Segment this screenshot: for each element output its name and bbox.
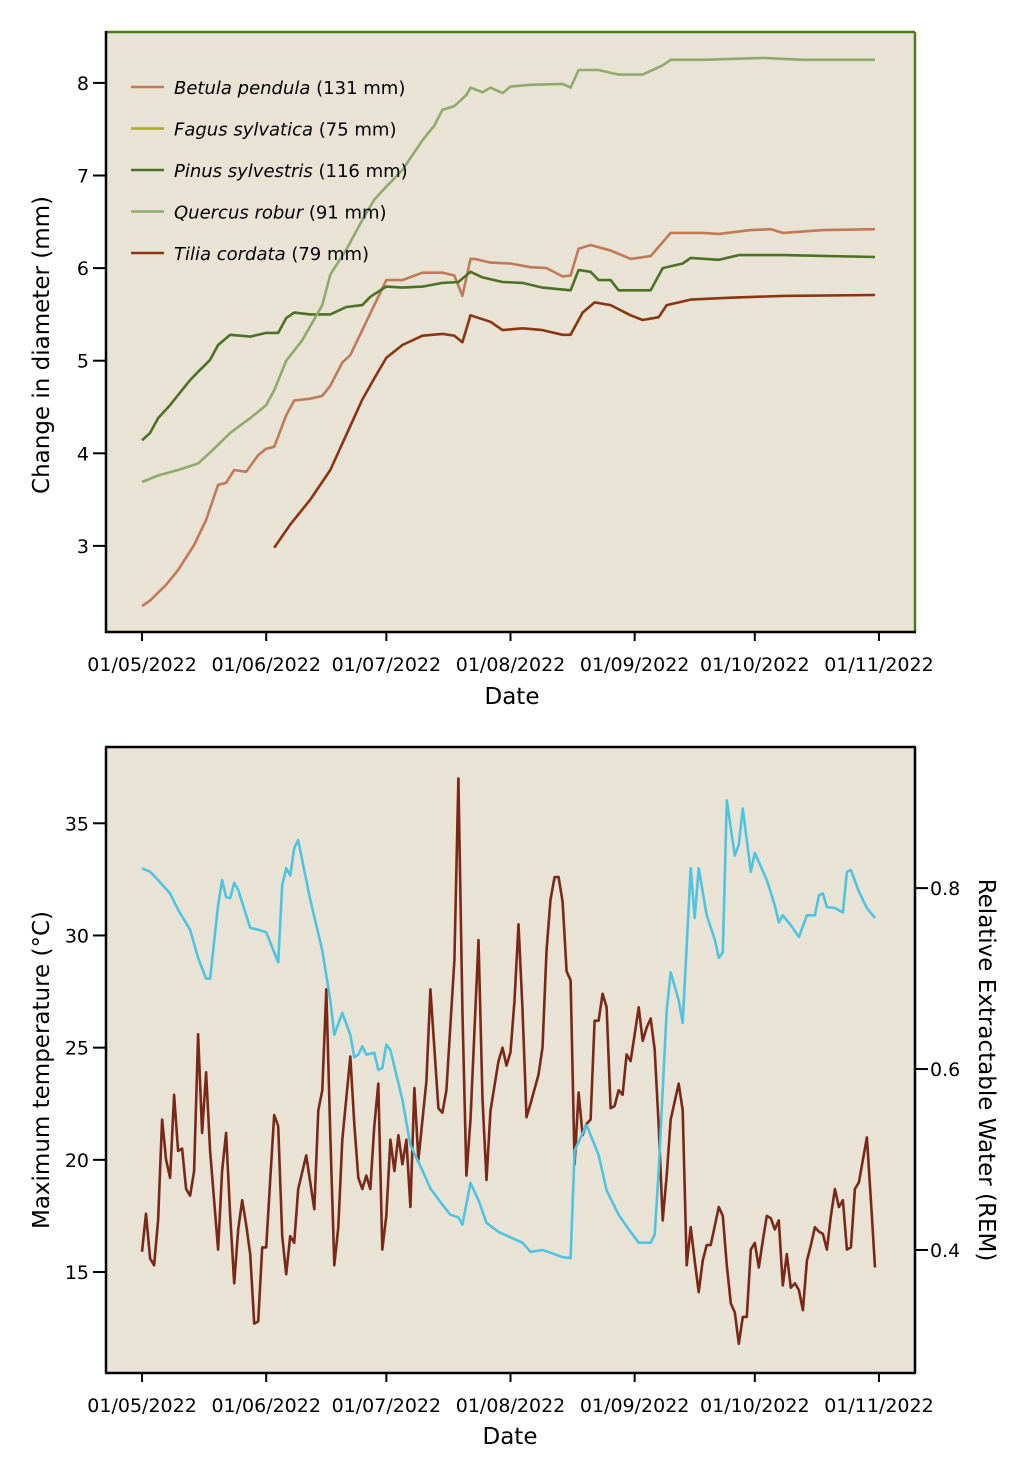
x-tick-label: 01/05/2022 <box>87 654 197 676</box>
temperature-rew-chart: 01/05/2022 01/06/2022 01/07/2022 01/08/2022… <box>29 745 999 1450</box>
legend-diameter: (116 mm) <box>313 161 408 182</box>
y-tick-label: 4 <box>77 443 89 465</box>
legend-species: Tilia cordata <box>174 244 286 265</box>
y-tick-label: 15 <box>65 1262 89 1284</box>
y-tick-label: 30 <box>65 925 89 947</box>
series-lines <box>140 777 877 1346</box>
legend-item: Fagus sylvatica (75 mm) <box>131 120 397 141</box>
y-axis-label-left: Maximum temperature (°C) <box>29 911 55 1229</box>
x-axis-label: Date <box>485 684 540 710</box>
x-tick-label: 01/11/2022 <box>824 654 934 676</box>
legend-label: Quercus robur (91 mm) <box>174 203 387 224</box>
series-line-rew <box>141 799 877 1260</box>
legend-species: Pinus sylvestris <box>174 161 313 182</box>
legend-species: Betula pendula <box>174 78 310 99</box>
legend-label: Tilia cordata (79 mm) <box>174 244 369 265</box>
series-line-pinus-sylvestris <box>141 253 876 442</box>
y-tick-label: 20 <box>65 1150 89 1172</box>
y-tick-label: 7 <box>77 166 89 188</box>
y-axis-label: Change in diameter (mm) <box>29 196 55 494</box>
y-axis-label-right: Relative Extractable Water (REM) <box>973 879 999 1262</box>
x-axis-label: Date <box>483 1424 538 1450</box>
series-line-quercus-robur <box>141 56 875 484</box>
legend-diameter: (79 mm) <box>286 244 369 265</box>
x-tick-label: 01/11/2022 <box>824 1395 934 1417</box>
legend-diameter: (131 mm) <box>310 78 405 99</box>
series-line-tilia-cordata <box>273 293 876 549</box>
legend-item: Betula pendula (131 mm) <box>131 78 405 99</box>
legend-label: Betula pendula (131 mm) <box>174 78 405 99</box>
x-tick-label: 01/10/2022 <box>700 654 810 676</box>
y-tick-label: 5 <box>77 351 89 373</box>
legend-item: Pinus sylvestris (116 mm) <box>131 161 408 182</box>
y-tick-label: 6 <box>77 258 89 280</box>
legend: Betula pendula (131 mm) Fagus sylvatica (… <box>131 78 408 265</box>
y2-tick-label: 0.4 <box>930 1240 960 1262</box>
plot-area <box>106 747 915 1373</box>
x-tick-label: 01/09/2022 <box>580 654 690 676</box>
x-tick-label: 01/06/2022 <box>211 1395 321 1417</box>
x-tick-label: 01/07/2022 <box>332 1395 442 1417</box>
y-tick-label: 35 <box>65 813 89 835</box>
legend-item: Quercus robur (91 mm) <box>131 203 387 224</box>
axes-ticks: 01/05/2022 01/06/2022 01/07/2022 01/08/2022… <box>77 73 934 676</box>
y-tick-label: 3 <box>77 536 89 558</box>
diameter-chart: 01/05/2022 01/06/2022 01/07/2022 01/08/2022… <box>29 30 934 710</box>
legend-label: Fagus sylvatica (75 mm) <box>174 120 397 141</box>
series-line-max-temperature <box>140 777 877 1346</box>
axes-ticks: 01/05/2022 01/06/2022 01/07/2022 01/08/2022… <box>65 813 960 1417</box>
x-tick-label: 01/10/2022 <box>700 1395 810 1417</box>
y-tick-label: 8 <box>77 73 89 95</box>
legend-diameter: (75 mm) <box>313 120 396 141</box>
legend-species: Quercus robur <box>174 203 305 224</box>
legend-label: Pinus sylvestris (116 mm) <box>174 161 408 182</box>
series-line-betula-pendula <box>141 227 876 608</box>
legend-diameter: (91 mm) <box>303 203 386 224</box>
x-tick-label: 01/07/2022 <box>332 654 442 676</box>
series-lines <box>141 56 876 608</box>
plot-area <box>106 32 915 632</box>
x-tick-label: 01/06/2022 <box>211 654 321 676</box>
x-tick-label: 01/08/2022 <box>456 654 566 676</box>
x-tick-label: 01/08/2022 <box>456 1395 566 1417</box>
x-tick-label: 01/05/2022 <box>87 1395 197 1417</box>
legend-item: Tilia cordata (79 mm) <box>131 244 369 265</box>
y2-tick-label: 0.6 <box>930 1059 960 1081</box>
x-tick-label: 01/09/2022 <box>580 1395 690 1417</box>
y2-tick-label: 0.8 <box>930 878 960 900</box>
y-tick-label: 25 <box>65 1038 89 1060</box>
legend-species: Fagus sylvatica <box>174 120 313 141</box>
